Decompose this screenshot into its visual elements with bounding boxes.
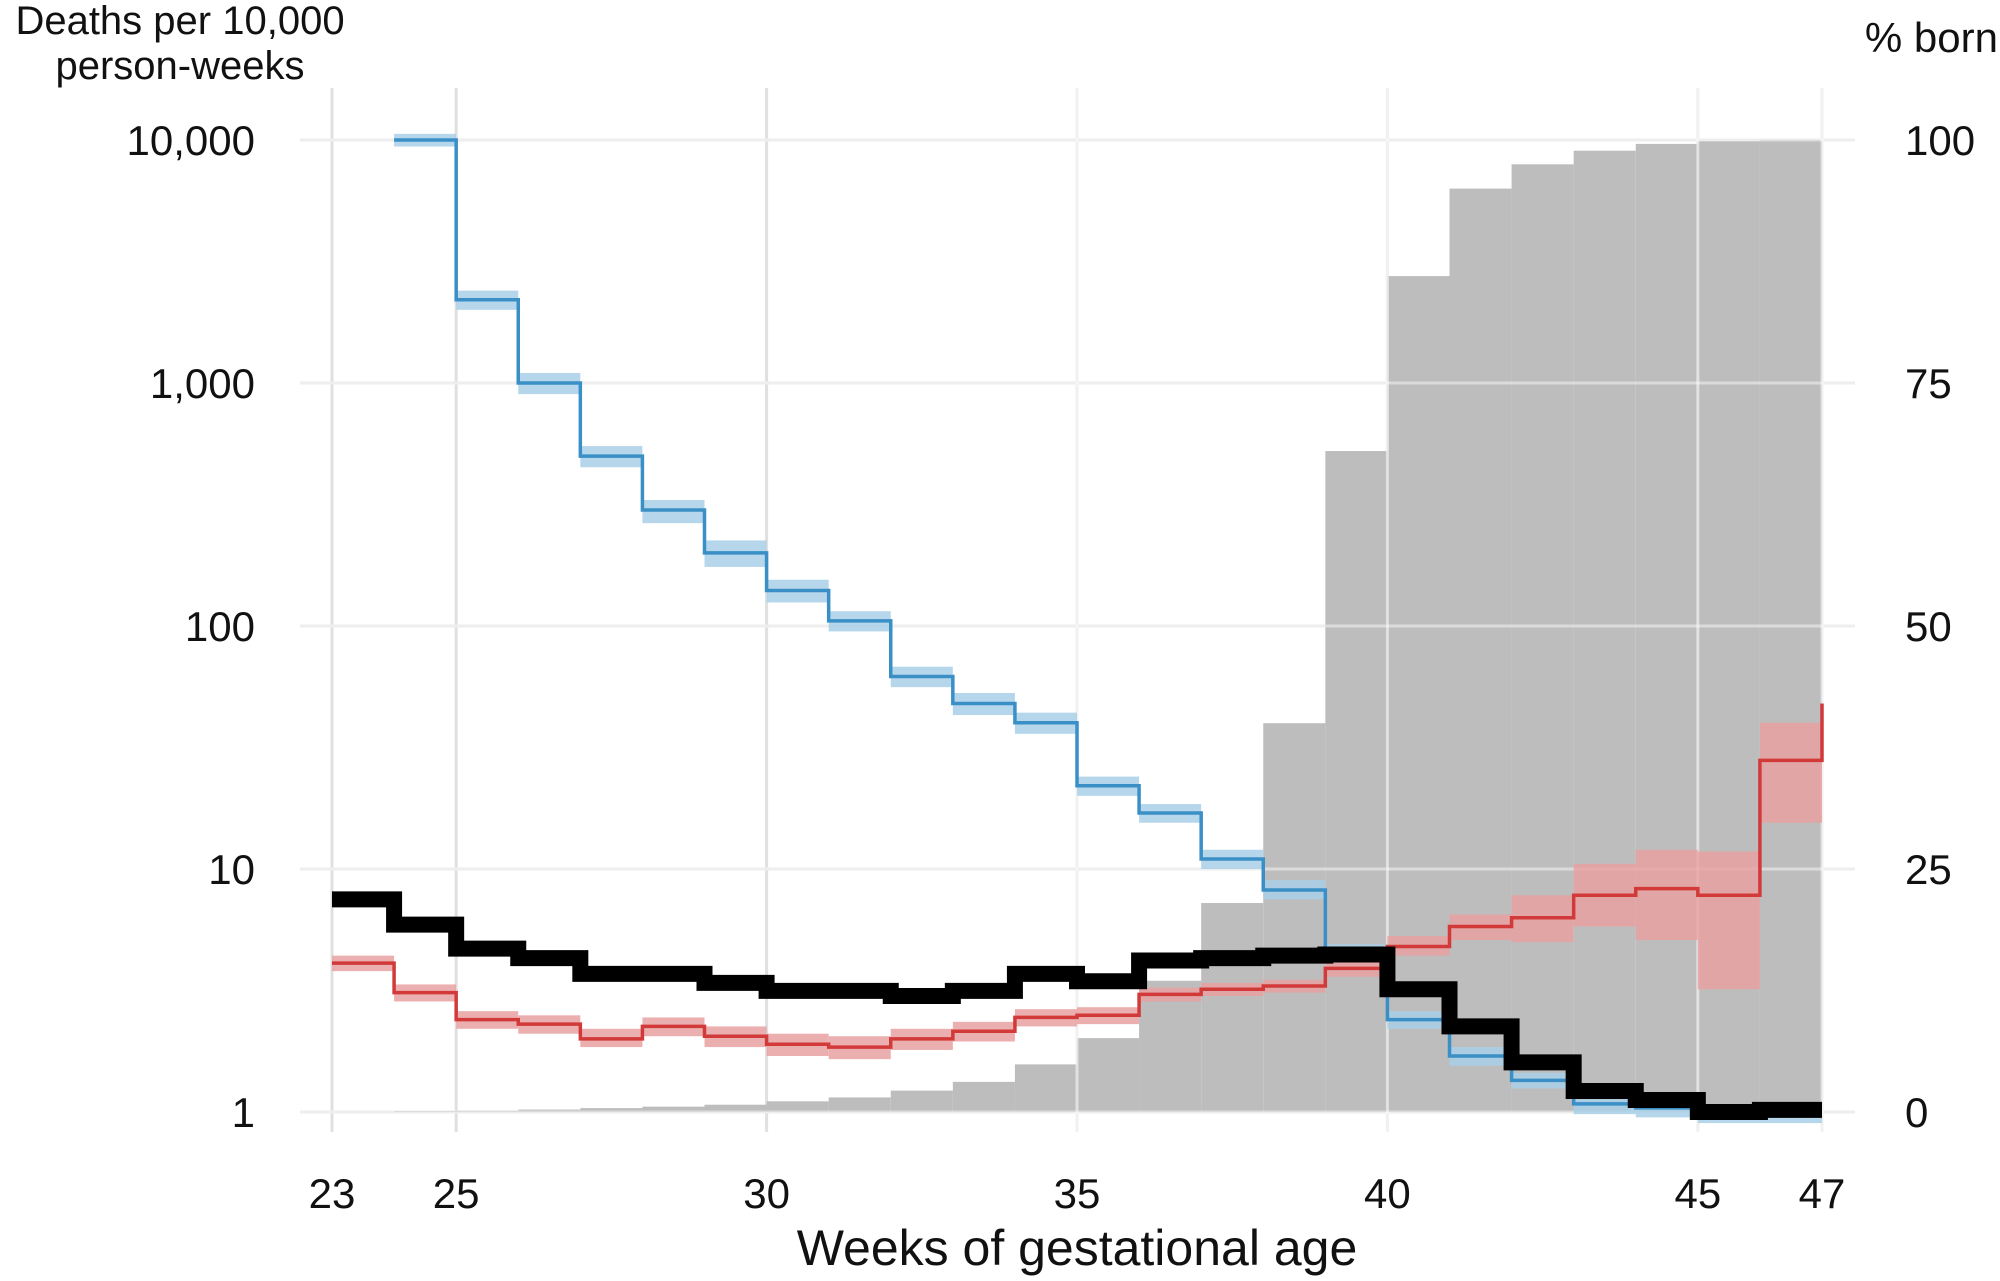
y-left-axis-title: person-weeks (55, 44, 304, 88)
rate-lines (332, 138, 1824, 1120)
y-left-tick-label: 1,000 (150, 360, 255, 407)
y-left-tick-label: 1 (232, 1089, 255, 1136)
y-left-tick-label: 100 (185, 603, 255, 650)
percent-born-bars (300, 88, 1855, 1132)
percent-born-bar (766, 1101, 829, 1112)
percent-born-bar (1573, 150, 1636, 1112)
percent-born-bar (1139, 980, 1202, 1112)
axis-labels: Weeks of gestational age Deaths per 10,00… (15, 0, 1998, 1276)
x-axis-title: Weeks of gestational age (797, 1220, 1358, 1276)
percent-born-bar (1635, 143, 1698, 1112)
y-right-tick-label: 25 (1905, 846, 1952, 893)
black-series-line (332, 891, 1822, 1120)
percent-born-bar (456, 1110, 519, 1112)
y-left-axis-title: Deaths per 10,000 (15, 0, 344, 43)
percent-born-bar (704, 1104, 767, 1112)
percent-born-bar (828, 1097, 891, 1112)
y-right-tick-label: 75 (1905, 360, 1952, 407)
percent-born-bar (1201, 903, 1264, 1112)
tick-labels: 23 25 30 35 40 45 47 1 10 100 1,000 10,000 0 25 50 75 10… (127, 117, 1976, 1217)
x-tick-label: 47 (1799, 1170, 1846, 1217)
percent-born-bar (1077, 1038, 1140, 1112)
percent-born-bar (580, 1108, 643, 1112)
x-tick-label: 35 (1054, 1170, 1101, 1217)
y-left-tick-label: 10,000 (127, 117, 255, 164)
x-tick-label: 25 (433, 1170, 480, 1217)
x-tick-label: 45 (1674, 1170, 1721, 1217)
percent-born-bar (518, 1109, 581, 1112)
y-right-tick-label: 100 (1905, 117, 1975, 164)
y-right-tick-label: 0 (1905, 1089, 1928, 1136)
percent-born-bar (1263, 723, 1326, 1112)
y-right-axis-title: % born (1865, 14, 1998, 61)
percent-born-bar (952, 1081, 1015, 1112)
red-series-line (332, 703, 1824, 1049)
percent-born-bar (1759, 140, 1822, 1112)
percent-born-bar (394, 1111, 457, 1112)
percent-born-bar (642, 1106, 705, 1112)
percent-born-bar (1014, 1064, 1077, 1112)
x-tick-label: 23 (309, 1170, 356, 1217)
x-tick-label: 30 (743, 1170, 790, 1217)
ci-band-segment (1635, 849, 1698, 941)
ci-band-segment (1759, 722, 1822, 823)
percent-born-bar (1325, 451, 1388, 1112)
percent-born-bar (1511, 164, 1574, 1113)
percent-born-bar (890, 1090, 953, 1112)
confidence-bands (332, 133, 1822, 1124)
percent-born-bar (1387, 276, 1450, 1113)
ci-band-segment (1697, 851, 1760, 990)
x-tick-label: 40 (1364, 1170, 1411, 1217)
y-right-tick-label: 50 (1905, 603, 1952, 650)
y-left-tick-label: 10 (208, 846, 255, 893)
blue-series-line (394, 138, 1822, 1117)
percent-born-bar (1449, 188, 1512, 1113)
